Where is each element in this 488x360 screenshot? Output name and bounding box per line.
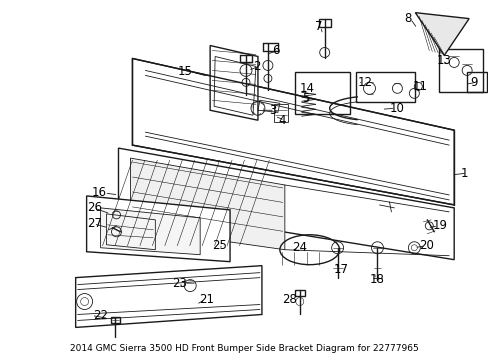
Polygon shape (414, 13, 468, 55)
Bar (110, 318, 120, 323)
Text: 17: 17 (333, 263, 348, 276)
Polygon shape (210, 45, 258, 120)
Text: 9: 9 (469, 76, 477, 89)
Text: 6: 6 (271, 44, 279, 57)
Text: 25: 25 (212, 239, 226, 252)
Text: 12: 12 (357, 76, 372, 89)
Bar (438, 49, 482, 92)
Text: 11: 11 (411, 80, 427, 93)
Text: 27: 27 (87, 217, 102, 230)
Text: 8: 8 (404, 12, 411, 25)
Text: 16: 16 (91, 186, 106, 199)
Polygon shape (130, 158, 285, 250)
Bar (466, 72, 486, 92)
Bar (294, 72, 349, 114)
Polygon shape (86, 196, 229, 262)
Text: 4: 4 (278, 114, 286, 127)
Text: 28: 28 (281, 293, 296, 306)
Bar (294, 289, 304, 296)
Text: 15: 15 (177, 65, 192, 78)
Text: 23: 23 (172, 277, 187, 290)
Polygon shape (101, 208, 200, 255)
Text: 21: 21 (199, 293, 214, 306)
Text: 24: 24 (291, 241, 306, 254)
Polygon shape (132, 58, 453, 205)
Polygon shape (76, 266, 262, 328)
Text: 2014 GMC Sierra 3500 HD Front Bumper Side Bracket Diagram for 22777965: 2014 GMC Sierra 3500 HD Front Bumper Sid… (70, 344, 418, 353)
Text: 18: 18 (369, 273, 384, 286)
Text: 1: 1 (460, 167, 468, 180)
Text: 10: 10 (388, 102, 404, 115)
Polygon shape (118, 148, 453, 260)
Bar (273, 104, 287, 122)
Text: 3: 3 (268, 104, 276, 117)
Text: 20: 20 (419, 239, 433, 252)
Bar (318, 19, 330, 27)
Text: 22: 22 (93, 309, 108, 322)
Text: 26: 26 (87, 201, 102, 215)
Text: 14: 14 (299, 82, 314, 95)
Text: 13: 13 (435, 54, 450, 67)
Text: 5: 5 (301, 92, 308, 105)
Bar (355, 72, 414, 102)
Text: 2: 2 (252, 60, 260, 73)
Text: 19: 19 (431, 219, 447, 232)
Text: 7: 7 (314, 20, 322, 33)
